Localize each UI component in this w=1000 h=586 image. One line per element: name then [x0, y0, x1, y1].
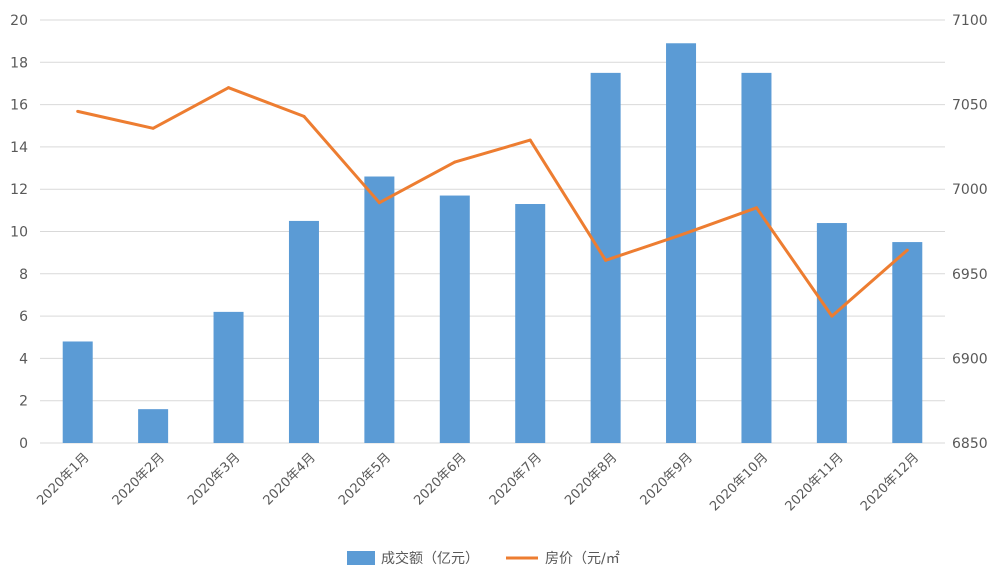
- x-tick-label: 2020年5月: [336, 450, 394, 508]
- y-left-tick-label: 0: [19, 436, 28, 452]
- y-left-tick-label: 10: [10, 225, 28, 241]
- bar: [138, 409, 169, 443]
- legend: 成交额（亿元） 房价（元/㎡: [347, 550, 620, 567]
- bar: [288, 220, 319, 443]
- y-left-tick-label: 18: [10, 55, 28, 71]
- y-right-tick-label: 6950: [952, 267, 988, 283]
- y-left-tick-label: 14: [10, 140, 28, 156]
- gridlines: [40, 19, 945, 444]
- bar: [515, 204, 546, 443]
- price-line: [77, 86, 909, 318]
- y-right-tick-label: 6850: [952, 436, 988, 452]
- x-tick-label: 2020年3月: [185, 450, 243, 508]
- bar: [439, 195, 470, 443]
- y-left-tick-label: 6: [19, 309, 28, 325]
- legend-swatch-bar: [347, 551, 375, 565]
- line-point: [604, 258, 608, 262]
- y-left-tick-label: 16: [10, 98, 28, 114]
- x-tick-label: 2020年12月: [858, 450, 922, 514]
- y-right-tick-label: 7100: [952, 13, 988, 29]
- line-point: [76, 109, 80, 113]
- legend-label-bar: 成交额（亿元）: [381, 550, 479, 567]
- line-point: [905, 248, 909, 252]
- y-axis-left: 0 2 4 6 8 10 12 14 16 18 20: [10, 13, 28, 452]
- legend-label-line: 房价（元/㎡: [545, 551, 620, 567]
- line-point: [830, 314, 834, 318]
- line-series: [76, 86, 909, 318]
- x-tick-label: 2020年10月: [707, 450, 771, 514]
- y-left-tick-label: 20: [10, 13, 28, 29]
- line-point: [377, 201, 381, 205]
- bar: [892, 242, 923, 443]
- line-point: [679, 233, 683, 237]
- bar: [666, 43, 697, 443]
- bar: [62, 341, 93, 443]
- line-point: [528, 138, 532, 142]
- x-tick-label: 2020年8月: [562, 450, 620, 508]
- x-tick-label: 2020年7月: [487, 450, 545, 508]
- x-axis: 2020年1月 2020年2月 2020年3月 2020年4月 2020年5月 2020年…: [34, 450, 922, 514]
- x-tick-label: 2020年1月: [34, 450, 92, 508]
- y-axis-right: 6850 6900 6950 7000 7050 7100: [952, 13, 988, 452]
- bar: [816, 223, 847, 443]
- bar: [213, 311, 244, 443]
- bar-series: [62, 43, 923, 443]
- line-point: [227, 86, 231, 90]
- line-point: [151, 126, 155, 130]
- y-right-tick-label: 7000: [952, 182, 988, 198]
- x-tick-label: 2020年11月: [783, 450, 847, 514]
- y-left-tick-label: 12: [10, 182, 28, 198]
- line-point: [754, 206, 758, 210]
- line-point: [453, 160, 457, 164]
- y-right-tick-label: 6900: [952, 351, 988, 367]
- x-tick-label: 2020年2月: [110, 450, 168, 508]
- y-right-tick-label: 7050: [952, 98, 988, 114]
- x-tick-label: 2020年9月: [638, 450, 696, 508]
- x-tick-label: 2020年4月: [261, 450, 319, 508]
- y-left-tick-label: 2: [19, 394, 28, 410]
- x-tick-label: 2020年6月: [411, 450, 469, 508]
- bar: [364, 176, 395, 443]
- y-left-tick-label: 4: [19, 351, 28, 367]
- y-left-tick-label: 8: [19, 267, 28, 283]
- bar: [741, 72, 772, 443]
- line-point: [302, 114, 306, 118]
